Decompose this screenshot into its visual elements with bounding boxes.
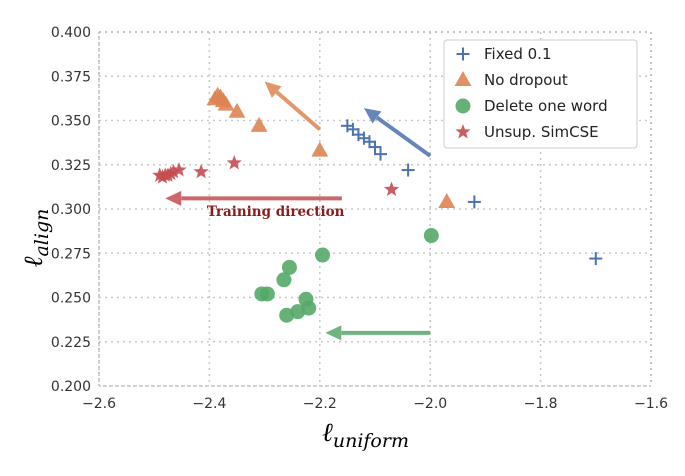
arrow-head	[325, 325, 342, 341]
tick-labels: −2.6 −2.4 −2.2 −2.0 −1.8 −1.6 0.200 0.225 0.250 0…	[51, 25, 668, 412]
legend-marker	[454, 71, 472, 87]
x-axis-title-sub: uniform	[333, 430, 409, 452]
annotations: Training direction	[207, 204, 345, 220]
data-point	[374, 147, 388, 161]
direction-arrow	[363, 108, 432, 158]
data-point	[467, 195, 481, 209]
data-point	[193, 163, 209, 179]
y-tick-label: 0.275	[51, 246, 91, 262]
x-tick-label: −1.6	[634, 396, 668, 412]
series-3	[152, 154, 400, 196]
legend-item: No dropout	[454, 71, 568, 89]
x-axis-title-main: ℓ	[322, 418, 333, 448]
arrow-shaft	[275, 90, 322, 131]
data-point	[226, 154, 242, 170]
data-point	[281, 259, 297, 275]
y-tick-label: 0.225	[51, 335, 91, 351]
y-tick-label: 0.300	[51, 202, 91, 218]
series-0	[340, 119, 603, 266]
arrow-shaft	[375, 115, 432, 158]
y-tick-label: 0.400	[51, 25, 91, 41]
x-axis-title: ℓuniform	[322, 418, 409, 452]
y-tick-label: 0.325	[51, 158, 91, 174]
data-point	[217, 95, 235, 111]
training-direction-label: Training direction	[207, 204, 345, 220]
data-point	[311, 141, 329, 157]
legend-label: Unsup. SimCSE	[484, 123, 599, 141]
legend-label: Delete one word	[484, 97, 608, 115]
data-point	[165, 163, 182, 179]
plot-border	[98, 31, 652, 387]
x-tick-label: −2.0	[413, 396, 447, 412]
series-2	[254, 228, 439, 323]
direction-arrows	[165, 81, 432, 341]
direction-arrow	[165, 190, 342, 206]
arrow-head	[363, 108, 382, 124]
arrow-head	[264, 81, 282, 98]
x-tick-label: −2.2	[303, 396, 337, 412]
data-point	[383, 181, 400, 196]
y-axis-title-sub: align	[31, 209, 53, 257]
legend-item: Delete one word	[455, 97, 608, 115]
legend-box	[443, 39, 638, 149]
legend-label: Fixed 0.1	[484, 45, 552, 63]
data-point	[276, 272, 292, 288]
arrow-head	[165, 190, 182, 206]
y-axis-title-main: ℓ	[19, 256, 49, 267]
legend: Fixed 0.1 No dropout Delete one word Unsup.…	[443, 39, 638, 149]
data-point	[401, 163, 415, 177]
direction-arrow	[264, 81, 322, 131]
y-tick-label: 0.250	[51, 291, 91, 307]
data-point	[315, 247, 331, 263]
legend-label: No dropout	[484, 71, 568, 89]
data-point	[368, 140, 382, 154]
series-1	[206, 86, 456, 208]
data-point	[171, 162, 187, 177]
direction-arrow	[325, 325, 431, 341]
y-axis-title: ℓalign	[19, 209, 53, 268]
legend-marker	[455, 124, 471, 139]
data-point	[250, 116, 268, 132]
data-points	[152, 86, 603, 323]
y-tick-label: 0.350	[51, 114, 91, 130]
data-point	[228, 102, 246, 118]
legend-marker	[455, 98, 471, 114]
gridlines	[98, 31, 652, 387]
data-point	[438, 192, 456, 208]
data-point	[589, 252, 603, 266]
data-point	[254, 286, 270, 302]
legend-item: Fixed 0.1	[456, 45, 552, 63]
x-tick-label: −2.4	[192, 396, 226, 412]
y-tick-label: 0.375	[51, 69, 91, 85]
plot-frame	[98, 31, 652, 387]
x-tick-label: −2.6	[82, 396, 116, 412]
y-tick-label: 0.200	[51, 379, 91, 395]
legend-marker	[456, 47, 470, 61]
data-point	[279, 307, 295, 323]
x-tick-label: −1.8	[524, 396, 558, 412]
data-point	[423, 228, 439, 244]
axis-titles: ℓuniform ℓalign	[19, 209, 409, 452]
legend-item: Unsup. SimCSE	[455, 123, 599, 141]
